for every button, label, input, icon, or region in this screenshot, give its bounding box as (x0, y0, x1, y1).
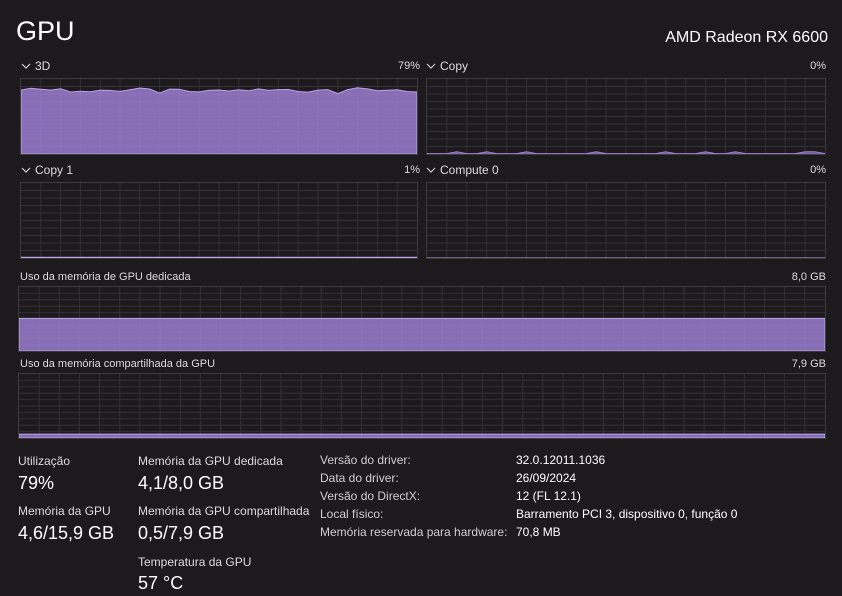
engine-percent: 1% (404, 164, 420, 176)
driver-version-value: 32.0.12011.1036 (516, 453, 606, 467)
engine-graph-copy (426, 78, 826, 155)
engine-graph-3d (20, 78, 418, 155)
temperature-value: 57 °C (138, 573, 184, 593)
chevron-down-icon (20, 164, 32, 176)
engine-graph-copy-1 (20, 182, 418, 259)
graph-canvas (19, 287, 825, 351)
driver-version-key: Versão do driver: (320, 453, 411, 467)
shared-memory-graph (18, 373, 826, 439)
usage-area (19, 317, 825, 351)
engine-selector-3d[interactable]: 3D (20, 58, 50, 74)
chevron-down-icon (425, 60, 437, 72)
engine-percent: 0% (810, 164, 826, 176)
engine-selector-compute-0[interactable]: Compute 0 (425, 162, 499, 178)
utilization-label: Utilização (18, 454, 71, 468)
chevron-down-icon (425, 164, 437, 176)
usage-area (21, 256, 417, 258)
dedicated-memory-graph (18, 286, 826, 352)
engine-percent: 79% (397, 60, 420, 72)
shared-memory-stat-label: Memória da GPU compartilhada (138, 504, 310, 518)
dedicated-memory-max: 8,0 GB (791, 271, 826, 283)
shared-memory-max: 7,9 GB (791, 358, 826, 370)
temperature-label: Temperatura da GPU (138, 555, 252, 569)
shared-memory-label: Uso da memória compartilhada da GPU (20, 358, 216, 370)
engine-label: Copy 1 (35, 163, 74, 177)
graph-canvas (427, 183, 825, 258)
usage-area (427, 151, 825, 154)
directx-version-key: Versão do DirectX: (320, 489, 421, 503)
gpu-memory-value: 4,6/15,9 GB (18, 523, 115, 543)
directx-version-value: 12 (FL 12.1) (516, 489, 581, 503)
gpu-memory-label: Memória da GPU (18, 504, 111, 518)
shared-memory-stat-value: 0,5/7,9 GB (138, 523, 225, 543)
page-title: GPU (16, 16, 75, 46)
physical-location-value: Barramento PCI 3, dispositivo 0, função … (516, 507, 738, 521)
hardware-reserved-memory-key: Memória reservada para hardware: (320, 525, 508, 539)
engine-graph-compute-0 (426, 182, 826, 259)
chevron-down-icon (20, 60, 32, 72)
engine-label: Compute 0 (440, 163, 499, 177)
graph-canvas (21, 183, 417, 258)
engine-label: 3D (35, 59, 51, 73)
dedicated-memory-label: Uso da memória de GPU dedicada (20, 271, 191, 283)
graph-canvas (427, 79, 825, 154)
hardware-reserved-memory-value: 70,8 MB (516, 525, 561, 539)
dedicated-memory-stat-label: Memória da GPU dedicada (138, 454, 283, 468)
driver-date-key: Data do driver: (320, 471, 399, 485)
graph-canvas (19, 374, 825, 438)
dedicated-memory-stat-value: 4,1/8,0 GB (138, 473, 225, 493)
utilization-value: 79% (18, 473, 55, 493)
graph-canvas (21, 79, 417, 154)
engine-selector-copy-1[interactable]: Copy 1 (20, 162, 73, 178)
usage-area (19, 433, 825, 438)
usage-area (21, 87, 417, 154)
engine-selector-copy[interactable]: Copy (425, 58, 468, 74)
physical-location-key: Local físico: (320, 507, 384, 521)
engine-percent: 0% (810, 60, 826, 72)
engine-label: Copy (440, 59, 469, 73)
adapter-name: AMD Radeon RX 6600 (665, 29, 828, 46)
driver-date-value: 26/09/2024 (516, 471, 577, 485)
